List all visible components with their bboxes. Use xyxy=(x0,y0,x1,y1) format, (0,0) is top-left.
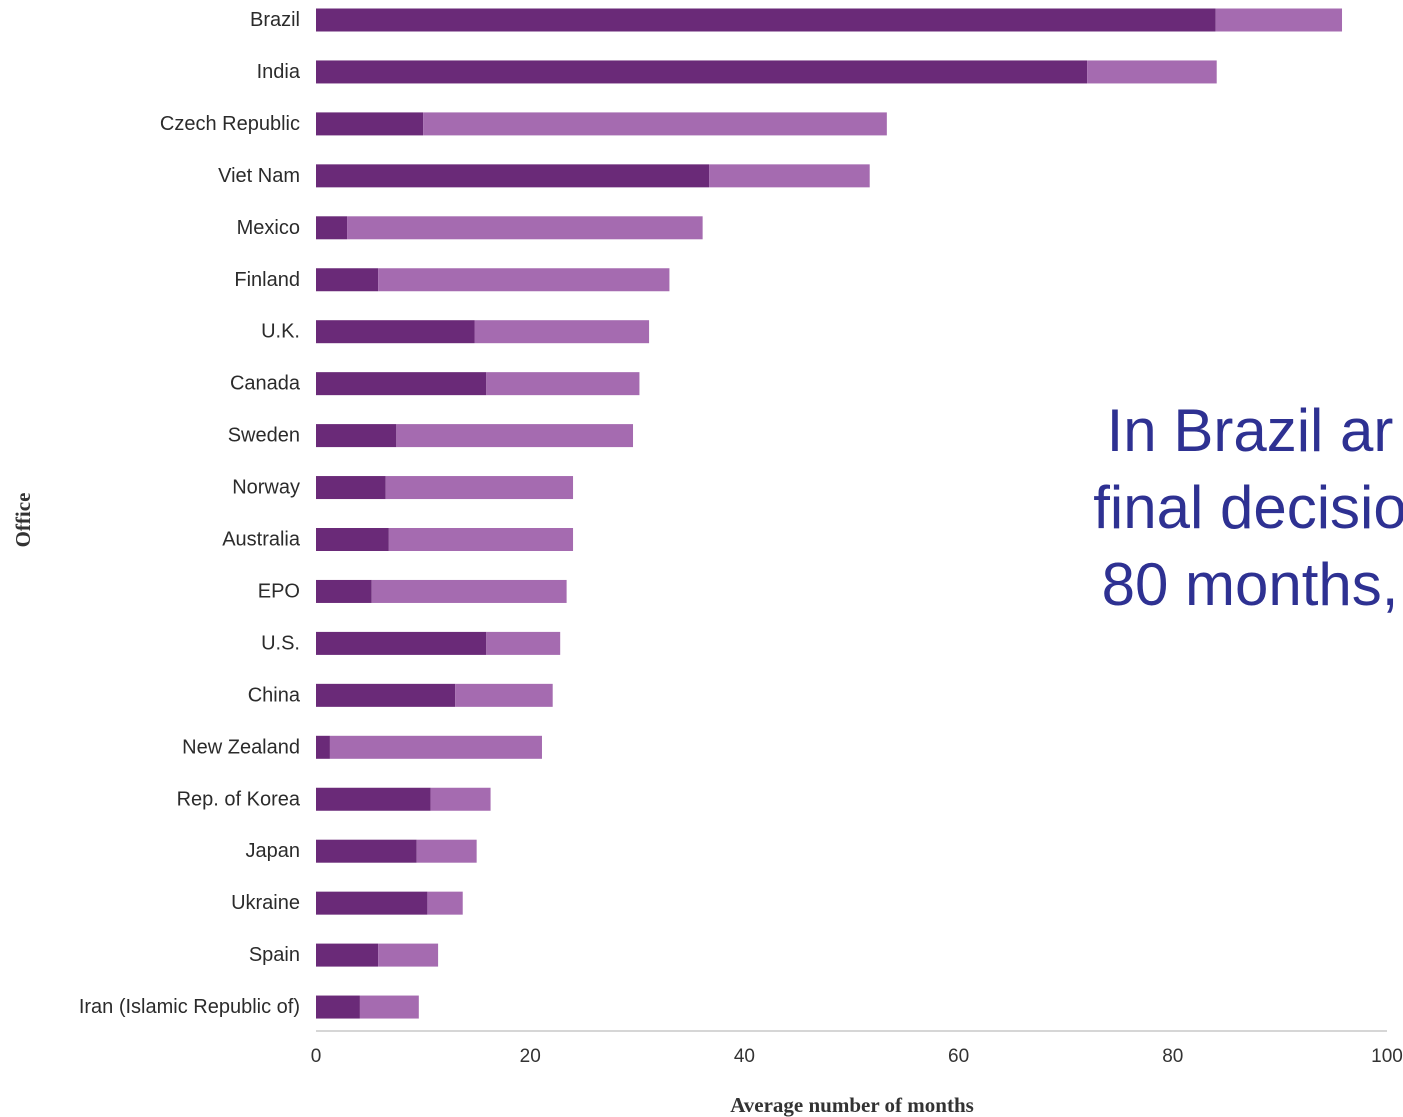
bar-segment-1 xyxy=(316,891,428,915)
category-label: Sweden xyxy=(228,425,300,447)
bar-segment-2 xyxy=(430,787,491,811)
bar-segment-2 xyxy=(423,112,887,136)
bar-segment-2 xyxy=(385,476,574,500)
bar-segment-1 xyxy=(316,528,389,551)
x-tick-label: 60 xyxy=(948,1046,969,1067)
bar-segment-1 xyxy=(316,268,379,292)
category-label: Japan xyxy=(246,840,301,862)
bar-segment-1 xyxy=(316,787,431,811)
bar-segment-2 xyxy=(427,891,463,915)
bar-segment-1 xyxy=(316,839,417,863)
bar-segment-2 xyxy=(329,735,542,759)
category-label: U.K. xyxy=(261,321,300,343)
category-label: Mexico xyxy=(237,217,300,239)
category-label: Ukraine xyxy=(231,892,300,914)
bar-segment-2 xyxy=(359,995,419,1019)
bar-segment-2 xyxy=(371,579,567,603)
bar-segment-2 xyxy=(486,631,561,655)
bar-segment-1 xyxy=(316,735,330,759)
annotation-line-3: 80 months, xyxy=(1101,551,1399,618)
bar-segment-2 xyxy=(1087,60,1217,84)
bar-segment-2 xyxy=(378,268,670,292)
bar-segment-2 xyxy=(378,943,439,967)
x-tick-label: 20 xyxy=(520,1046,541,1067)
y-axis-title: Office xyxy=(11,493,35,548)
category-label: U.S. xyxy=(261,632,300,654)
bar-segment-1 xyxy=(316,216,348,240)
bar-segment-1 xyxy=(316,8,1216,32)
category-label: Brazil xyxy=(250,9,300,31)
x-tick-label: 100 xyxy=(1371,1046,1403,1067)
bar-segment-1 xyxy=(316,424,397,448)
category-labels: Brazil India Czech Republic Viet Nam Mexico F… xyxy=(79,9,301,1018)
category-label: Australia xyxy=(222,529,301,551)
bar-segment-2 xyxy=(709,164,870,188)
bar-segment-2 xyxy=(416,839,477,863)
bar-segment-2 xyxy=(1215,8,1343,32)
bar-segment-1 xyxy=(316,995,360,1019)
x-axis-tick-labels: 0 20 40 60 80 100 xyxy=(311,1046,1403,1067)
annotation-text: In Brazil ar final decisio 80 months, xyxy=(1040,392,1403,623)
category-label: Finland xyxy=(234,269,300,291)
bar-segment-2 xyxy=(486,372,640,396)
category-label: New Zealand xyxy=(182,736,300,758)
bar-segment-1 xyxy=(316,320,475,344)
bar-segment-2 xyxy=(396,424,634,448)
bars-group xyxy=(316,8,1343,1019)
bar-segment-1 xyxy=(316,112,424,136)
bar-segment-1 xyxy=(316,476,386,500)
x-tick-label: 40 xyxy=(734,1046,755,1067)
bar-segment-1 xyxy=(316,60,1088,84)
bar-segment-1 xyxy=(316,164,710,188)
bar-segment-2 xyxy=(347,216,703,240)
category-label: India xyxy=(257,61,301,83)
x-axis-title: Average number of months xyxy=(730,1093,974,1117)
bar-segment-1 xyxy=(316,631,487,655)
category-label: EPO xyxy=(258,580,300,602)
category-label: Iran (Islamic Republic of) xyxy=(79,996,300,1018)
x-tick-label: 80 xyxy=(1162,1046,1183,1067)
bar-segment-1 xyxy=(316,579,372,603)
category-label: Spain xyxy=(249,944,300,966)
category-label: Canada xyxy=(230,373,301,395)
bar-segment-2 xyxy=(388,528,574,551)
bar-segment-1 xyxy=(316,943,379,967)
annotation-line-1: In Brazil ar xyxy=(1106,397,1394,464)
category-label: Rep. of Korea xyxy=(177,788,301,810)
bar-segment-1 xyxy=(316,683,456,707)
bar-segment-2 xyxy=(474,320,650,344)
bar-segment-2 xyxy=(455,683,553,707)
x-tick-label: 0 xyxy=(311,1046,322,1067)
bar-segment-1 xyxy=(316,372,487,396)
category-label: China xyxy=(248,684,301,706)
category-label: Czech Republic xyxy=(160,113,300,135)
category-label: Viet Nam xyxy=(218,165,300,187)
annotation-line-2: final decisio xyxy=(1093,474,1403,541)
category-label: Norway xyxy=(232,477,300,499)
